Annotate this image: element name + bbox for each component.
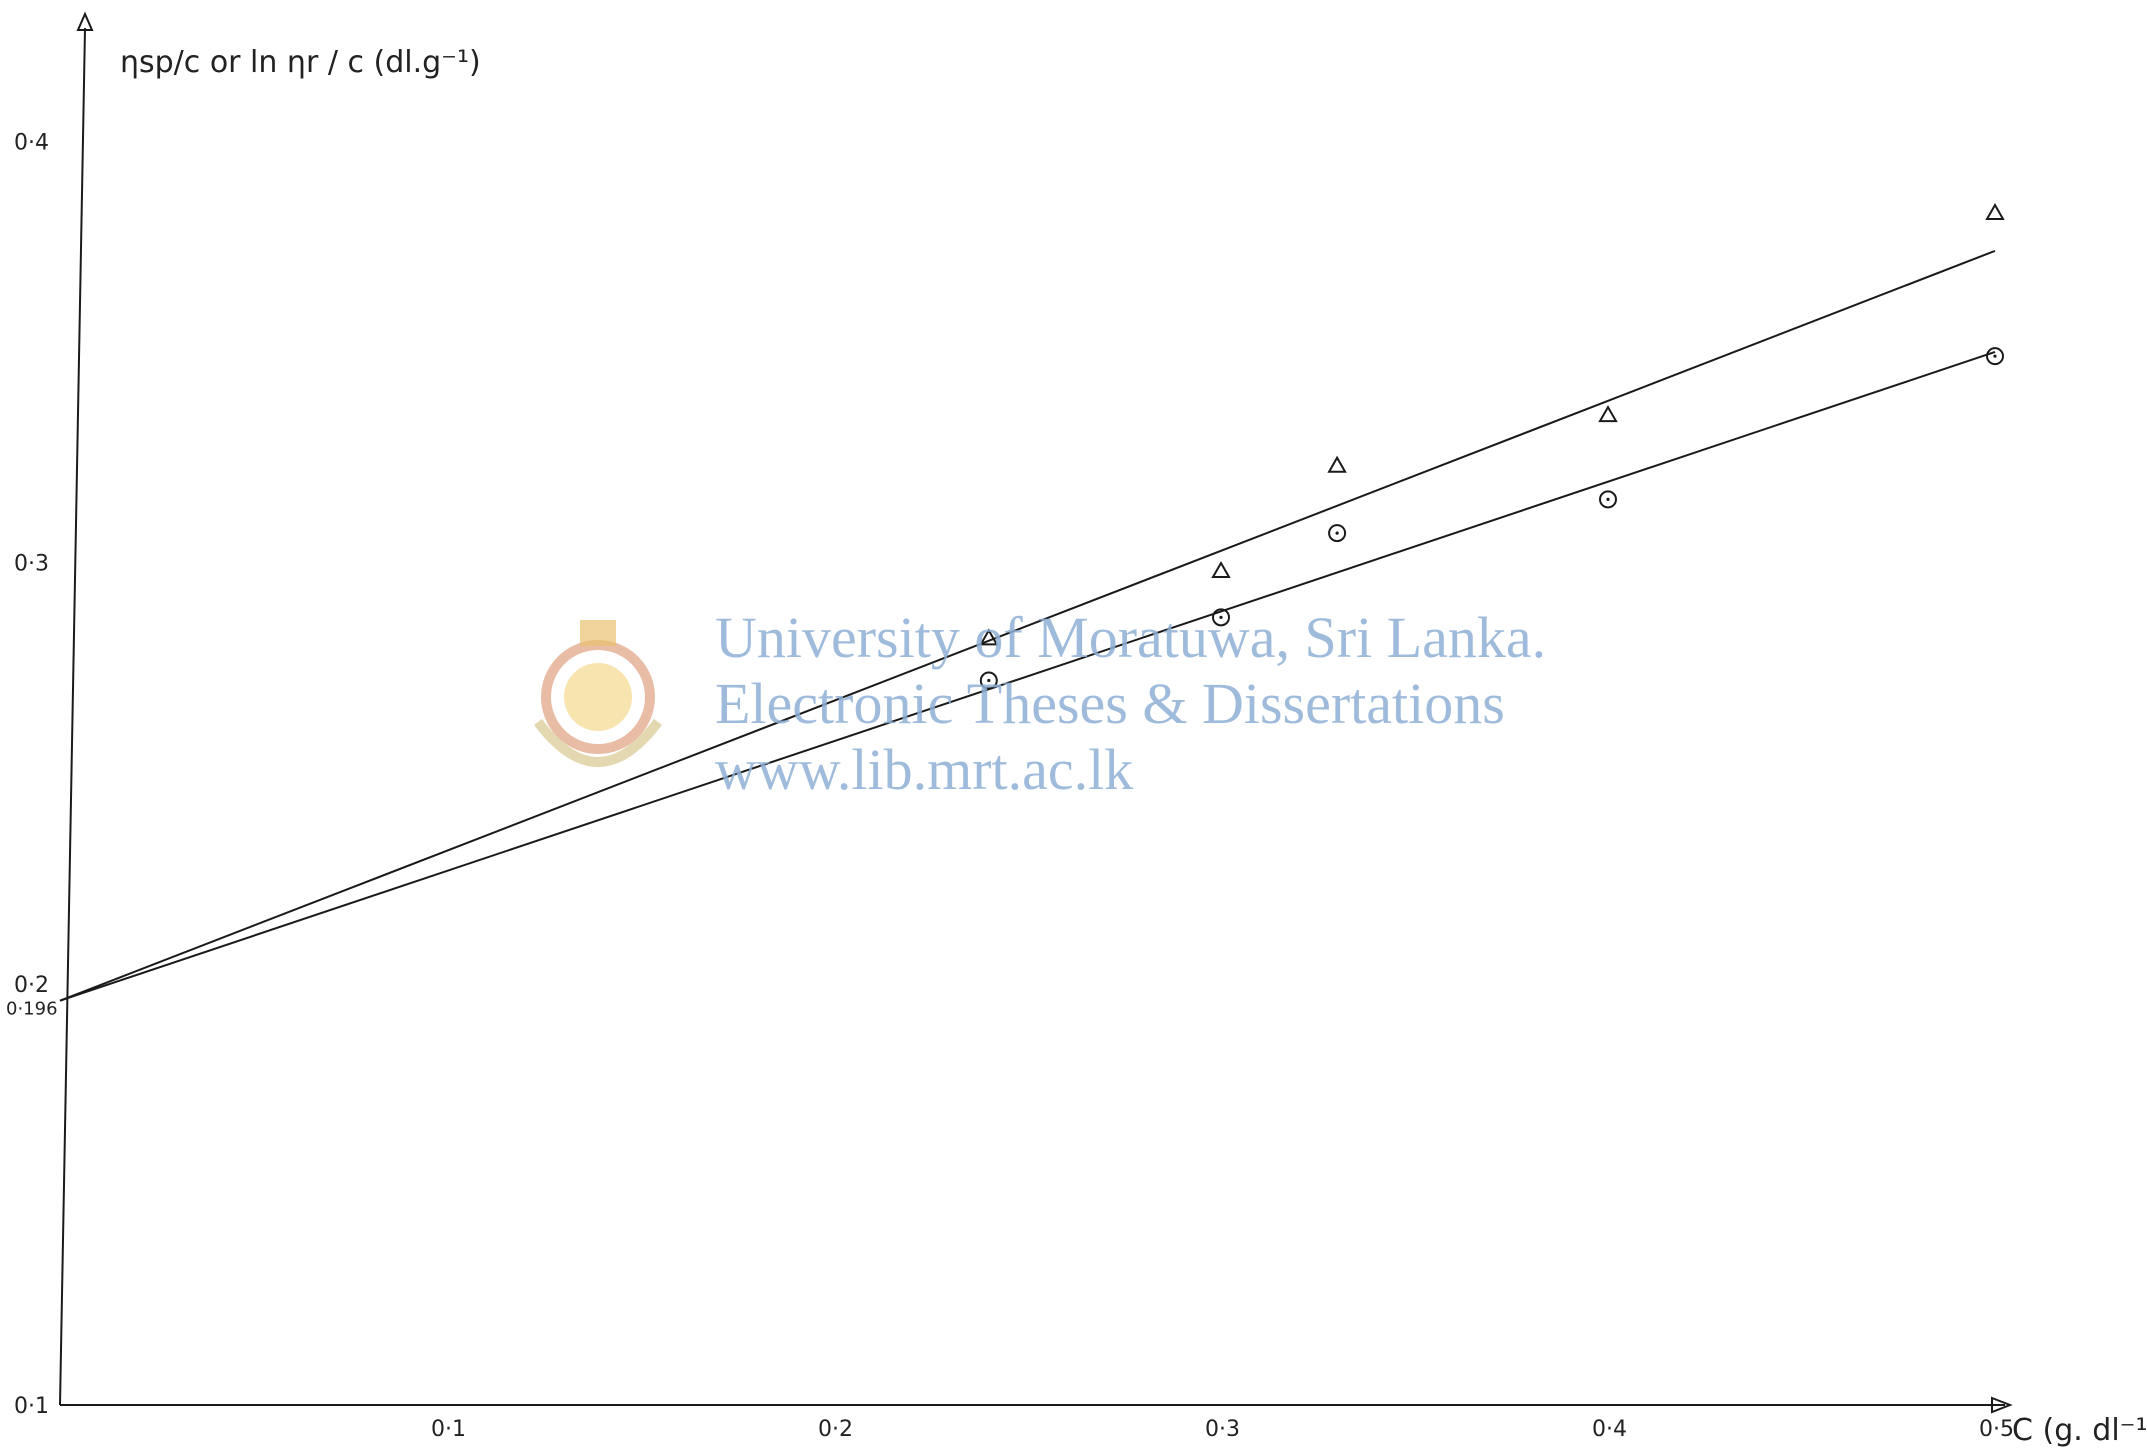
- intercept-label: 0·196: [6, 999, 58, 1020]
- fit-line-2: [59, 351, 1996, 1002]
- fit-line-1: [59, 249, 1996, 1002]
- y-axis-title: ηsp/c or ln ηr / c (dl.g⁻¹): [120, 45, 481, 80]
- triangle-point: [1598, 405, 1618, 423]
- axis-labels: 0·1 0·2 0·3 0·4 0·5 0·1 0·2 0·3 0·4 0·196: [6, 130, 2014, 1442]
- circle-point-center: [1993, 354, 1997, 358]
- circle-point: [1328, 524, 1347, 543]
- x-axis-arrow-icon: [1991, 1396, 2013, 1414]
- watermark-line-1: University of Moratuwa, Sri Lanka.: [715, 605, 1547, 670]
- watermark: University of Moratuwa, Sri Lanka. Elect…: [715, 605, 1546, 803]
- triangle-point: [979, 628, 999, 646]
- y-tick-label: 0·1: [14, 1394, 49, 1419]
- fit-lines: [59, 249, 1996, 1002]
- x-tick-label: 0·3: [1205, 1417, 1240, 1442]
- triangle-point: [1985, 202, 2005, 220]
- x-tick-label: 0·4: [1592, 1417, 1627, 1442]
- y-tick-label: 0·3: [14, 552, 49, 577]
- triangle-point: [1327, 455, 1347, 473]
- circle-point: [1599, 490, 1617, 509]
- x-tick-label: 0·5: [1979, 1417, 2014, 1442]
- circle-point-center: [987, 678, 991, 683]
- circle-point-center: [1335, 531, 1339, 535]
- axes: [59, 11, 2013, 1414]
- university-seal-icon: [528, 612, 668, 797]
- x-tick-label: 0·1: [431, 1417, 466, 1442]
- y-tick-label: 0·2: [14, 973, 49, 998]
- y-axis-line: [59, 27, 86, 1406]
- watermark-line-2: Electronic Theses & Dissertations: [715, 671, 1505, 736]
- y-axis-arrow-icon: [76, 11, 94, 31]
- circle-point-center: [1606, 497, 1610, 501]
- watermark-line-3: www.lib.mrt.ac.lk: [715, 737, 1134, 802]
- circle-point: [1986, 347, 2004, 366]
- circle-point: [979, 671, 998, 690]
- circle-point: [1212, 608, 1230, 627]
- data-points: [979, 202, 2005, 690]
- x-axis-title: C (g. dl⁻¹): [2012, 1413, 2147, 1448]
- x-tick-label: 0·2: [818, 1417, 853, 1442]
- triangle-point: [1211, 560, 1231, 578]
- circle-point-center: [1219, 615, 1223, 619]
- y-tick-label: 0·4: [14, 130, 49, 155]
